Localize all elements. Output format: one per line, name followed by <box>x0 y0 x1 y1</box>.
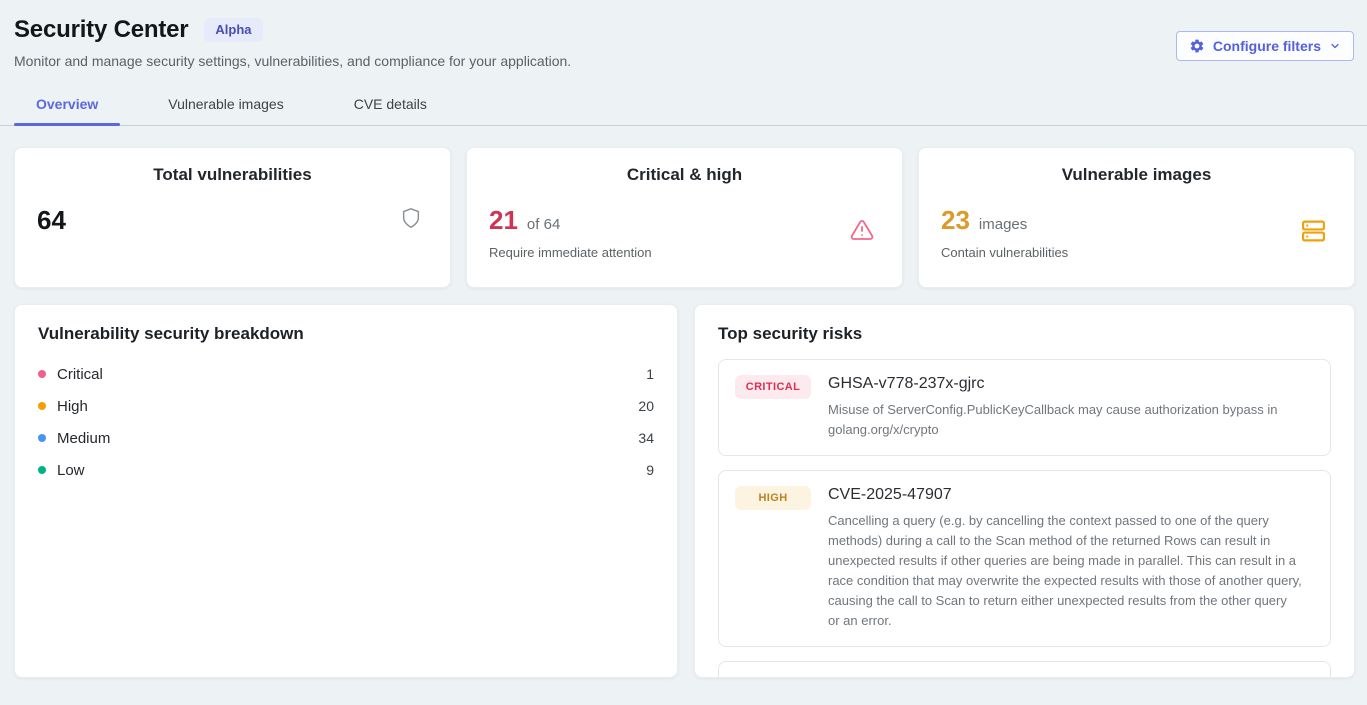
severity-badge: CRITICAL <box>735 375 811 399</box>
critical-high-suffix: of 64 <box>526 216 561 233</box>
severity-badge: HIGH <box>735 677 811 678</box>
risk-card[interactable]: CRITICAL GHSA-v778-237x-gjrc Misuse of S… <box>718 359 1331 457</box>
vulnerability-breakdown-panel: Vulnerability security breakdown Critica… <box>14 304 678 678</box>
severity-dot-icon <box>38 370 46 378</box>
critical-high-value: 21 <box>489 205 518 235</box>
page-subtitle: Monitor and manage security settings, vu… <box>14 53 572 69</box>
risk-id: GHSA-v778-237x-gjrc <box>828 375 985 392</box>
configure-filters-label: Configure filters <box>1212 38 1321 54</box>
breakdown-row: Critical 1 <box>38 358 654 390</box>
top-risks-title: Top security risks <box>718 324 863 343</box>
breakdown-row: Medium 34 <box>38 422 654 454</box>
stat-card-total-vulnerabilities: Total vulnerabilities 64 <box>14 147 451 288</box>
gear-icon <box>1189 38 1205 54</box>
breakdown-row: Low 9 <box>38 454 654 486</box>
breakdown-title: Vulnerability security breakdown <box>38 324 304 343</box>
stat-card-vulnerable-images: Vulnerable images 23 images Contain vuln… <box>918 147 1355 288</box>
breakdown-value: 1 <box>646 366 654 382</box>
tab-cve-details[interactable]: CVE details <box>332 90 449 125</box>
breakdown-label: High <box>57 397 88 415</box>
risk-card[interactable]: HIGH CVE-2025-47907 Cancelling a query (… <box>718 470 1331 648</box>
warning-triangle-icon <box>850 218 880 247</box>
risks-list: CRITICAL GHSA-v778-237x-gjrc Misuse of S… <box>718 359 1331 678</box>
severity-badge: HIGH <box>735 486 811 511</box>
vulnerable-images-value: 23 <box>941 205 970 235</box>
stat-card-title: Critical & high <box>626 165 743 184</box>
tab-bar: Overview Vulnerable images CVE details <box>0 90 1367 126</box>
page-title: Security Center <box>14 16 189 43</box>
breakdown-row: High 20 <box>38 390 654 422</box>
breakdown-value: 34 <box>638 430 654 446</box>
shield-icon <box>400 206 428 235</box>
page-header: Security Center Alpha Monitor and manage… <box>14 14 1355 69</box>
breakdown-label: Critical <box>57 365 103 383</box>
risk-description: Cancelling a query (e.g. by cancelling t… <box>828 513 1302 629</box>
panels-row: Vulnerability security breakdown Critica… <box>14 304 1355 678</box>
tab-overview[interactable]: Overview <box>14 90 121 126</box>
alpha-badge: Alpha <box>204 18 263 42</box>
breakdown-label: Medium <box>57 429 111 447</box>
risk-card[interactable]: HIGH CVE-2025-9086 <box>718 661 1331 678</box>
total-vulnerabilities-value: 64 <box>37 205 66 235</box>
risk-description: Misuse of ServerConfig.PublicKeyCallback… <box>828 402 1278 438</box>
vulnerable-images-subtext: Contain vulnerabilities <box>941 245 1069 260</box>
top-security-risks-panel: Top security risks CRITICAL GHSA-v778-23… <box>694 304 1355 678</box>
configure-filters-button[interactable]: Configure filters <box>1175 31 1354 61</box>
breakdown-list: Critical 1 High 20 Medium 34 Low 9 <box>38 358 654 486</box>
tab-label: Overview <box>36 96 99 112</box>
stat-card-title: Total vulnerabilities <box>153 165 312 184</box>
severity-dot-icon <box>38 466 46 474</box>
breakdown-value: 20 <box>638 398 654 414</box>
stat-card-critical-high: Critical & high 21 of 64 Require immedia… <box>466 147 903 288</box>
tab-vulnerable-images[interactable]: Vulnerable images <box>146 90 305 125</box>
breakdown-label: Low <box>57 461 85 479</box>
stat-card-title: Vulnerable images <box>1061 165 1212 184</box>
severity-dot-icon <box>38 434 46 442</box>
vulnerable-images-suffix: images <box>978 216 1028 233</box>
severity-dot-icon <box>38 402 46 410</box>
stat-cards-row: Total vulnerabilities 64 Critical & high… <box>14 147 1355 288</box>
tab-label: CVE details <box>353 96 427 112</box>
chevron-down-icon <box>1329 40 1341 52</box>
critical-high-subtext: Require immediate attention <box>489 245 652 260</box>
server-stack-icon <box>1301 218 1332 248</box>
risk-id: CVE-2025-47907 <box>828 486 952 504</box>
breakdown-value: 9 <box>646 462 654 478</box>
tab-label: Vulnerable images <box>168 96 284 112</box>
risk-id: CVE-2025-9086 <box>828 677 1302 678</box>
